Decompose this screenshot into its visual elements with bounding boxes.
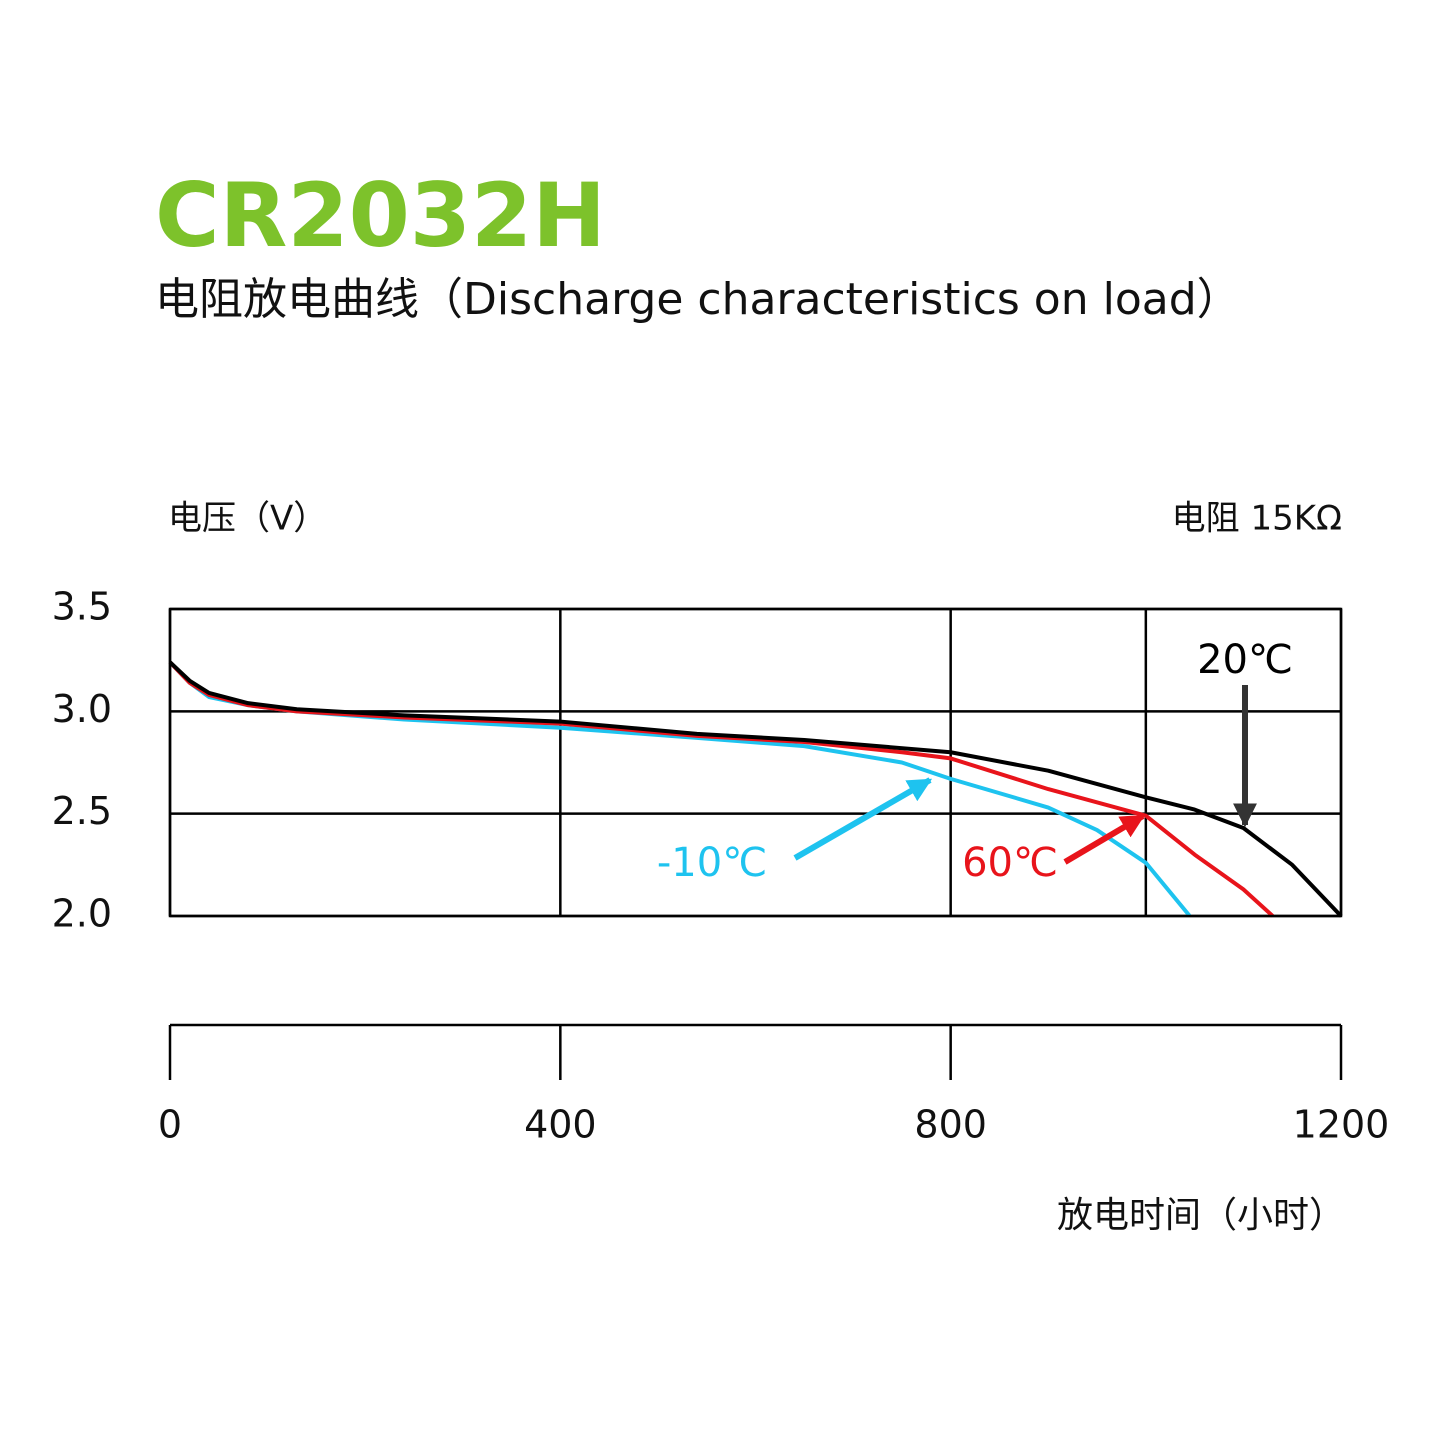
x-tick-label: 800 xyxy=(914,1103,987,1147)
y-tick-label: 2.5 xyxy=(52,789,112,833)
legend-label: 60℃ xyxy=(962,840,1058,886)
x-tick-label: 0 xyxy=(158,1103,182,1147)
y-tick-label: 2.0 xyxy=(52,892,112,936)
legend-arrow xyxy=(1063,813,1146,865)
y-tick-label: 3.0 xyxy=(52,687,112,731)
legend-arrow xyxy=(793,777,933,861)
x-tick-label: 400 xyxy=(524,1103,597,1147)
x-tick-label: 1200 xyxy=(1293,1103,1390,1147)
plot-frame xyxy=(168,607,1343,918)
chart-title: CR2032H xyxy=(155,164,606,267)
x-axis-label: 放电时间（小时） xyxy=(1057,1195,1345,1236)
y-axis-label: 电压（V） xyxy=(168,499,327,539)
legend-label: 20℃ xyxy=(1197,637,1293,683)
series-line xyxy=(168,660,1343,918)
load-label: 电阻 15KΩ xyxy=(1172,499,1342,539)
legend-label: -10℃ xyxy=(657,840,767,886)
chart-subtitle: 电阻放电曲线（Discharge characteristics on load… xyxy=(155,274,1241,325)
y-tick-label: 3.5 xyxy=(52,585,112,629)
